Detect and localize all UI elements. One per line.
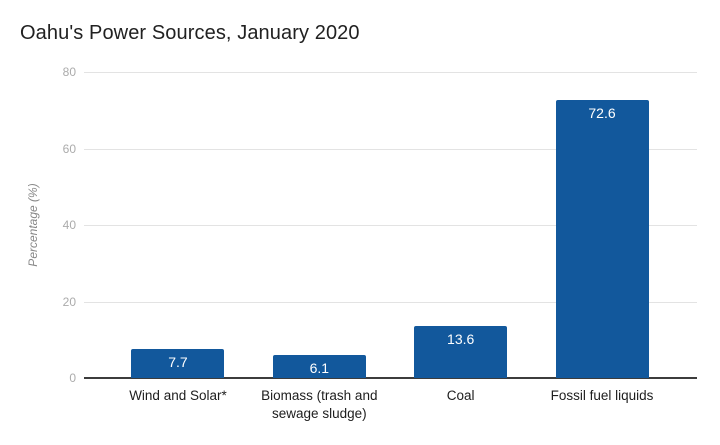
bar-fossil-fuel-liquids: 72.6	[555, 100, 649, 378]
x-tick-label-wind-and-solar: Wind and Solar*	[129, 388, 227, 403]
bar-coal: 13.6	[414, 325, 508, 378]
bar-biomass-trash-and-sewage-sludge: 6.1	[272, 354, 366, 378]
bar-value-label-fossil-fuel-liquids: 72.6	[588, 105, 616, 122]
bar-value-label-coal: 13.6	[447, 330, 475, 347]
y-tick-label-0: 0	[69, 371, 76, 385]
gridline-40	[84, 225, 697, 226]
x-tick-label-fossil-fuel-liquids: Fossil fuel liquids	[550, 388, 654, 403]
y-tick-label-80: 80	[62, 65, 76, 79]
bar-wind-and-solar: 7.7	[131, 348, 225, 378]
x-tick-label-coal: Coal	[446, 388, 475, 403]
y-tick-label-20: 20	[62, 294, 76, 309]
bar-value-label-biomass-trash-and-sewage-sludge: 6.1	[309, 359, 330, 376]
gridline-80	[84, 72, 697, 73]
x-axis-line	[84, 377, 697, 379]
gridline-20	[84, 301, 697, 303]
x-tick-label-biomass-trash-and-sewage-sludge: Biomass (trash and sewage sludge)	[261, 388, 378, 421]
gridline-60	[84, 148, 697, 150]
chart-title: Oahu's Power Sources, January 2020	[20, 22, 360, 44]
y-tick-label-60: 60	[62, 141, 76, 156]
y-tick-label-40: 40	[62, 218, 76, 232]
bar-value-label-wind-and-solar: 7.7	[168, 353, 188, 370]
